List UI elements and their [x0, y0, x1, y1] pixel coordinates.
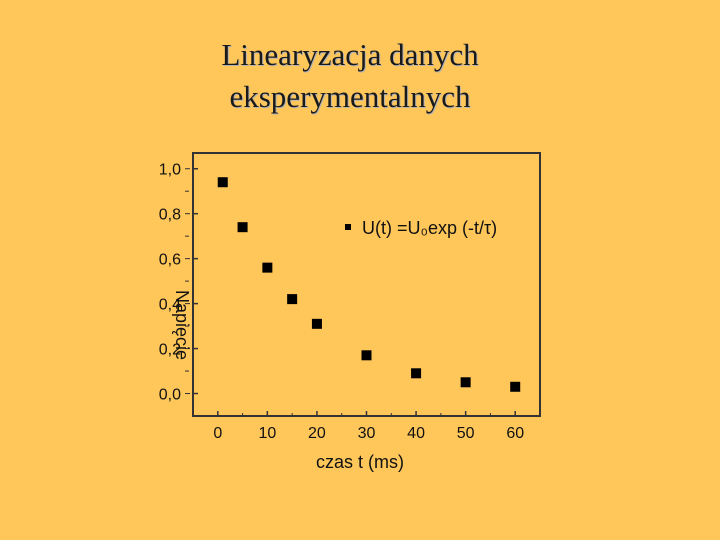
y-tick-label: 0,4	[159, 297, 181, 314]
data-point	[460, 377, 471, 388]
plot-frame	[192, 152, 541, 417]
data-point	[510, 381, 521, 392]
y-tick-label: 0,2	[159, 342, 181, 359]
x-tick-label: 30	[358, 425, 376, 442]
title-line-1: Linearyzacja danych	[221, 37, 479, 72]
y-axis-label: Napięcie	[172, 290, 192, 360]
data-point	[287, 294, 298, 305]
slide-title: Linearyzacja danych eksperymentalnych	[0, 34, 700, 118]
x-tick-label: 0	[213, 425, 222, 442]
data-points	[217, 177, 521, 392]
data-point	[361, 350, 372, 361]
x-tick-label: 60	[506, 425, 524, 442]
x-axis: 0 10 20 30 40 50 60	[213, 411, 524, 442]
legend: U(t) =U₀exp (-t/τ)	[345, 218, 497, 238]
x-tick-label: 50	[457, 425, 475, 442]
title-line-2: eksperymentalnych	[229, 79, 471, 114]
legend-marker-icon	[345, 224, 351, 230]
y-axis: 0,0 0,2 0,4 0,6 0,8 1,0	[159, 162, 198, 404]
data-point	[262, 262, 273, 273]
y-tick-label: 0,8	[159, 207, 181, 224]
y-tick-label: 0,6	[159, 252, 181, 269]
data-point	[411, 368, 422, 379]
x-axis-label: czas t (ms)	[316, 452, 404, 472]
x-tick-label: 20	[308, 425, 326, 442]
legend-label: U(t) =U₀exp (-t/τ)	[362, 218, 497, 238]
data-point	[237, 222, 248, 233]
x-tick-label: 10	[258, 425, 276, 442]
y-tick-label: 1,0	[159, 162, 181, 179]
data-point	[217, 177, 228, 188]
data-point	[311, 318, 322, 329]
y-tick-label: 0,0	[159, 387, 181, 404]
x-tick-label: 40	[407, 425, 425, 442]
